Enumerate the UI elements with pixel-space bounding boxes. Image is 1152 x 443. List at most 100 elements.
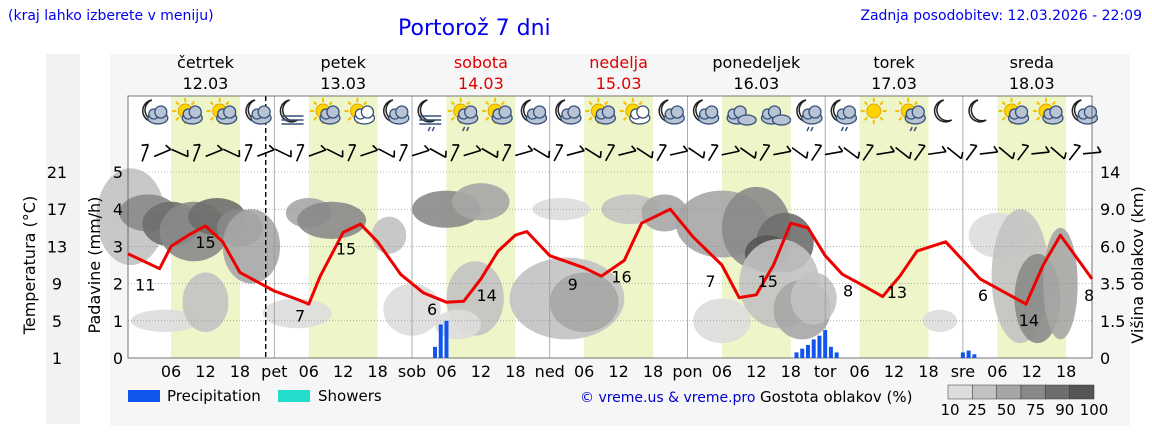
- temperature-label: 6: [978, 286, 988, 305]
- wind-barb: [411, 144, 430, 157]
- wind-barb: [205, 144, 223, 158]
- x-hour-tick: 12: [1022, 362, 1042, 381]
- precip-axis-label: Padavine (mm/h): [85, 197, 104, 334]
- gridlines: [128, 96, 1092, 358]
- temp-tick: 5: [52, 312, 62, 331]
- wind-barb: [862, 143, 874, 161]
- precip-bar: [800, 348, 805, 358]
- precipitation-bars: [432, 320, 977, 358]
- precip-bar: [960, 352, 965, 358]
- precip-tick: 5: [113, 163, 123, 182]
- x-hour-tick: 06: [299, 362, 319, 381]
- x-hour-tick: 06: [849, 362, 869, 381]
- moon-cloud-rain-icon: [796, 99, 823, 132]
- day-name: četrtek: [177, 53, 235, 72]
- precip-bar: [817, 335, 822, 358]
- wind-barb: [501, 144, 512, 162]
- sun-cloud-icon: [309, 98, 341, 125]
- moon-icon: [933, 99, 953, 123]
- precip-bar: [794, 352, 799, 358]
- wind-barb: [721, 145, 740, 156]
- cloud-blob: [297, 201, 367, 239]
- credit-text: © vreme.us & vreme.pro: [580, 390, 755, 406]
- wind-barb: [759, 143, 771, 162]
- sun-cloud-rain-icon: [895, 98, 926, 132]
- x-day-tick: tor: [814, 362, 837, 381]
- x-hour-tick: 12: [608, 362, 628, 381]
- x-hour-tick: 18: [367, 362, 387, 381]
- cloud-blob: [532, 198, 590, 221]
- day-date: 15.03: [596, 74, 642, 93]
- showers-legend-label: Showers: [318, 387, 382, 405]
- cloud-height-axis-label: Višina oblakov (km): [1128, 186, 1147, 343]
- cloud-blob: [693, 298, 751, 344]
- wind-barb: [928, 145, 947, 156]
- wind-barb: [979, 145, 999, 155]
- precipitation-legend-label: Precipitation: [167, 387, 261, 405]
- wind-barbs-row: [141, 143, 1102, 162]
- temperature-label: 9: [568, 275, 578, 294]
- moon-cloud-icon: [245, 99, 272, 125]
- wind-barb: [257, 144, 275, 157]
- temperature-axis-strip: [46, 54, 80, 424]
- wind-barb: [707, 143, 719, 162]
- temperature-line: [127, 207, 1094, 306]
- precip-bar: [444, 320, 449, 358]
- temperature-label: 15: [195, 233, 215, 252]
- cloud-height-tick: 0: [1100, 349, 1110, 368]
- plot-frame: [127, 95, 1093, 359]
- wind-barb: [843, 146, 861, 160]
- precip-bar: [823, 330, 828, 358]
- temperature-label: 7: [705, 272, 715, 291]
- cloud-blob: [922, 309, 958, 332]
- wind-barb: [1031, 145, 1050, 155]
- temp-tick: 1: [52, 349, 62, 368]
- cloud-height-tick: 14: [1100, 163, 1120, 182]
- precip-bar: [834, 352, 839, 358]
- precipitation-swatch: [128, 390, 160, 402]
- wind-barb: [1068, 143, 1081, 161]
- temperature-series: 11 15 7 15 6 14 9 16 7 15 8 13 6 14 8: [127, 207, 1094, 330]
- day-name: petek: [320, 53, 366, 72]
- day-name: sreda: [1010, 53, 1054, 72]
- legend: Precipitation Showers © vreme.us & vreme.p…: [128, 384, 1109, 419]
- day-date: 16.03: [733, 74, 779, 93]
- moon-cloud-icon: [520, 99, 548, 125]
- cloud-height-tick: 6.0: [1100, 237, 1125, 256]
- wind-barb: [398, 144, 408, 162]
- x-hour-tick: 12: [333, 362, 353, 381]
- wind-barb: [618, 145, 637, 156]
- wind-barb: [810, 143, 823, 161]
- temperature-label: 8: [843, 281, 853, 300]
- sun-cloud-white-icon: [619, 98, 651, 125]
- sun-cloud-icon: [998, 98, 1030, 125]
- day-headers: četrtek 12.03 petek 13.03 sobota 14.03 nedelja…: [177, 53, 1055, 93]
- wind-barb: [450, 144, 460, 162]
- day-date: 14.03: [458, 74, 504, 93]
- wind-barb: [656, 144, 667, 162]
- wind-barb: [274, 148, 292, 158]
- temperature-label: 8: [1084, 286, 1094, 305]
- wind-barb: [946, 146, 964, 160]
- temperature-label: 15: [336, 239, 356, 258]
- precip-bar: [811, 339, 816, 358]
- wind-barb: [141, 143, 150, 162]
- wind-barb: [669, 145, 689, 156]
- x-day-tick: sre: [951, 362, 975, 381]
- precip-tick: 0: [113, 349, 123, 368]
- cloud-height-tick: 3.5: [1100, 275, 1125, 294]
- wind-barb: [153, 144, 172, 158]
- cloud-density-level: 100: [1080, 401, 1109, 419]
- precip-bar: [972, 354, 977, 358]
- wind-barb: [584, 147, 602, 159]
- wind-barb: [688, 147, 706, 159]
- precip-bar: [432, 346, 437, 358]
- precip-bar: [805, 344, 810, 358]
- x-hour-tick: 06: [161, 362, 181, 381]
- cloud-blob: [452, 183, 510, 221]
- wind-barb: [326, 148, 344, 158]
- temperature-label: 15: [758, 272, 778, 291]
- cloud-density-level: 90: [1055, 401, 1074, 419]
- cloud-density-title: Gostota oblakov (%): [760, 388, 913, 406]
- wind-barb: [895, 146, 912, 160]
